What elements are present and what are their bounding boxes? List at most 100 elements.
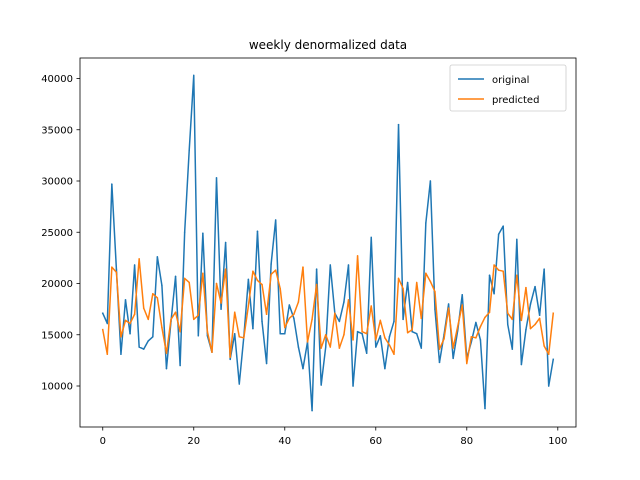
data-point-original [165, 367, 168, 370]
data-point-original [256, 230, 259, 232]
data-point-original [124, 299, 127, 301]
data-point-predicted [552, 312, 554, 314]
data-point-original [197, 335, 200, 337]
data-point-predicted [479, 325, 482, 328]
data-point-original [302, 367, 304, 370]
data-point-original [120, 353, 122, 355]
data-point-predicted [229, 356, 231, 359]
data-point-predicted [279, 287, 281, 290]
data-point-predicted [461, 304, 463, 306]
data-point-predicted [284, 326, 286, 329]
data-point-original [434, 308, 436, 310]
data-point-predicted [402, 287, 404, 290]
data-point-original [161, 284, 163, 287]
data-point-predicted [456, 325, 459, 328]
data-point-predicted [297, 301, 300, 303]
data-point-original [215, 177, 218, 179]
data-point-original [506, 323, 509, 326]
data-point-predicted [324, 334, 327, 336]
x-tick-label: 80 [460, 436, 473, 447]
data-point-predicted [120, 336, 122, 338]
data-point-original [475, 321, 477, 324]
y-tick-label: 30000 [41, 177, 73, 188]
data-point-predicted [161, 326, 163, 329]
data-point-original [252, 327, 254, 330]
data-point-predicted [525, 286, 527, 289]
data-point-predicted [265, 313, 268, 315]
data-point-predicted [547, 353, 550, 355]
data-point-predicted [256, 279, 259, 282]
data-point-original [297, 346, 300, 348]
data-point-original [375, 346, 377, 348]
data-point-original [552, 358, 554, 361]
data-point-original [133, 264, 136, 266]
data-point-predicted [133, 313, 136, 315]
data-point-original [497, 233, 500, 236]
y-axis: 10000 15000 20000 25000 30000 35000 40000 [41, 74, 80, 393]
data-point-predicted [502, 270, 504, 272]
data-point-predicted [493, 264, 495, 266]
data-point-predicted [243, 337, 245, 339]
data-point-original [229, 358, 231, 361]
data-point-predicted [397, 277, 400, 280]
data-point-predicted [306, 341, 309, 343]
data-point-predicted [415, 281, 418, 284]
data-point-original [174, 275, 177, 278]
data-point-original [233, 332, 236, 335]
y-tick-label: 35000 [41, 125, 73, 136]
data-point-predicted [438, 348, 441, 350]
data-point-original [129, 332, 131, 335]
data-point-original [311, 409, 313, 412]
data-point-original [202, 232, 204, 235]
data-point-original [147, 340, 150, 342]
data-point-original [529, 303, 532, 305]
data-point-predicted [443, 338, 445, 340]
data-point-original [361, 332, 363, 335]
data-point-original [220, 308, 222, 310]
data-point-original [438, 361, 441, 364]
data-point-predicted [425, 272, 427, 274]
plot-frame [79, 57, 577, 428]
y-tick-label: 25000 [41, 228, 73, 239]
data-point-predicted [488, 311, 491, 313]
data-point-predicted [356, 255, 359, 257]
data-point-original [138, 346, 140, 348]
data-point-original [324, 346, 327, 348]
data-point-predicted [429, 280, 432, 283]
data-point-predicted [538, 317, 541, 320]
y-tick-label: 15000 [41, 330, 73, 341]
data-point-predicted [320, 347, 322, 349]
data-point-original [488, 274, 491, 277]
y-tick-label: 10000 [41, 382, 73, 393]
data-point-predicted [197, 314, 200, 317]
data-point-original [511, 348, 514, 350]
data-point-original [188, 149, 190, 151]
data-point-predicted [111, 266, 113, 268]
data-point-predicted [138, 258, 140, 260]
data-point-predicted [511, 318, 514, 321]
data-point-predicted [183, 277, 186, 280]
data-point-original [347, 264, 350, 266]
data-point-original [502, 225, 504, 227]
data-point-original [425, 222, 427, 224]
data-point-predicted [115, 271, 118, 273]
data-point-original [538, 314, 541, 317]
data-point-original [111, 183, 113, 185]
data-point-predicted [233, 311, 236, 313]
data-point-predicted [452, 347, 454, 349]
data-point-original [356, 330, 359, 333]
data-point-original [279, 332, 281, 335]
data-point-original [179, 364, 181, 367]
data-point-original [543, 268, 545, 270]
data-point-predicted [124, 319, 127, 322]
data-point-predicted [447, 307, 450, 309]
data-point-original [452, 357, 454, 360]
data-point-original [352, 385, 354, 387]
data-point-original [142, 348, 145, 350]
data-point-original [338, 320, 341, 323]
data-point-predicted [293, 313, 295, 315]
data-point-predicted [238, 336, 241, 338]
data-point-predicted [506, 312, 509, 314]
x-tick-label: 20 [187, 436, 200, 447]
